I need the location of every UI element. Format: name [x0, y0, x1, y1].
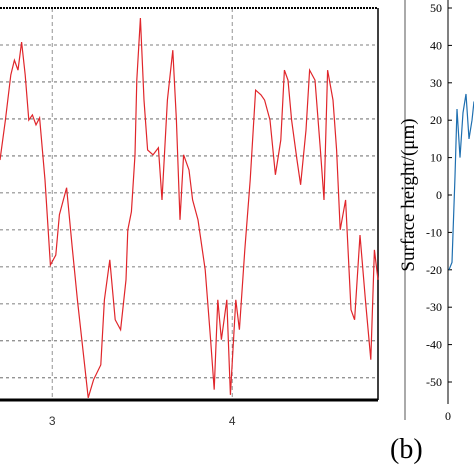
- y-tick-label: -20: [426, 263, 442, 277]
- panel-b: -50 -40 -30 -20 -10 0 10 20 30 40 50 0 Surface heigh…: [390, 0, 474, 465]
- y-axis-label: Surface height/(μm): [398, 118, 419, 271]
- y-tick-label: 10: [430, 151, 442, 165]
- panel-label: (b): [390, 434, 423, 465]
- y-tick-label: 0: [436, 188, 442, 202]
- y-tick-label: 50: [430, 1, 442, 15]
- y-tick-label: 20: [430, 113, 442, 127]
- y-tick-label: 30: [430, 76, 442, 90]
- x-tick-label: 3: [49, 414, 56, 428]
- y-tick-label: -10: [426, 225, 442, 239]
- data-line: [448, 93, 474, 271]
- y-tick-label: -50: [426, 375, 442, 389]
- data-line: [0, 17, 379, 398]
- y-tick-label: -40: [426, 338, 442, 352]
- y-tick-label: -30: [426, 300, 442, 314]
- x-tick-label: 0: [445, 409, 451, 423]
- y-tick-label: 40: [430, 38, 442, 52]
- x-tick-label: 4: [229, 414, 236, 428]
